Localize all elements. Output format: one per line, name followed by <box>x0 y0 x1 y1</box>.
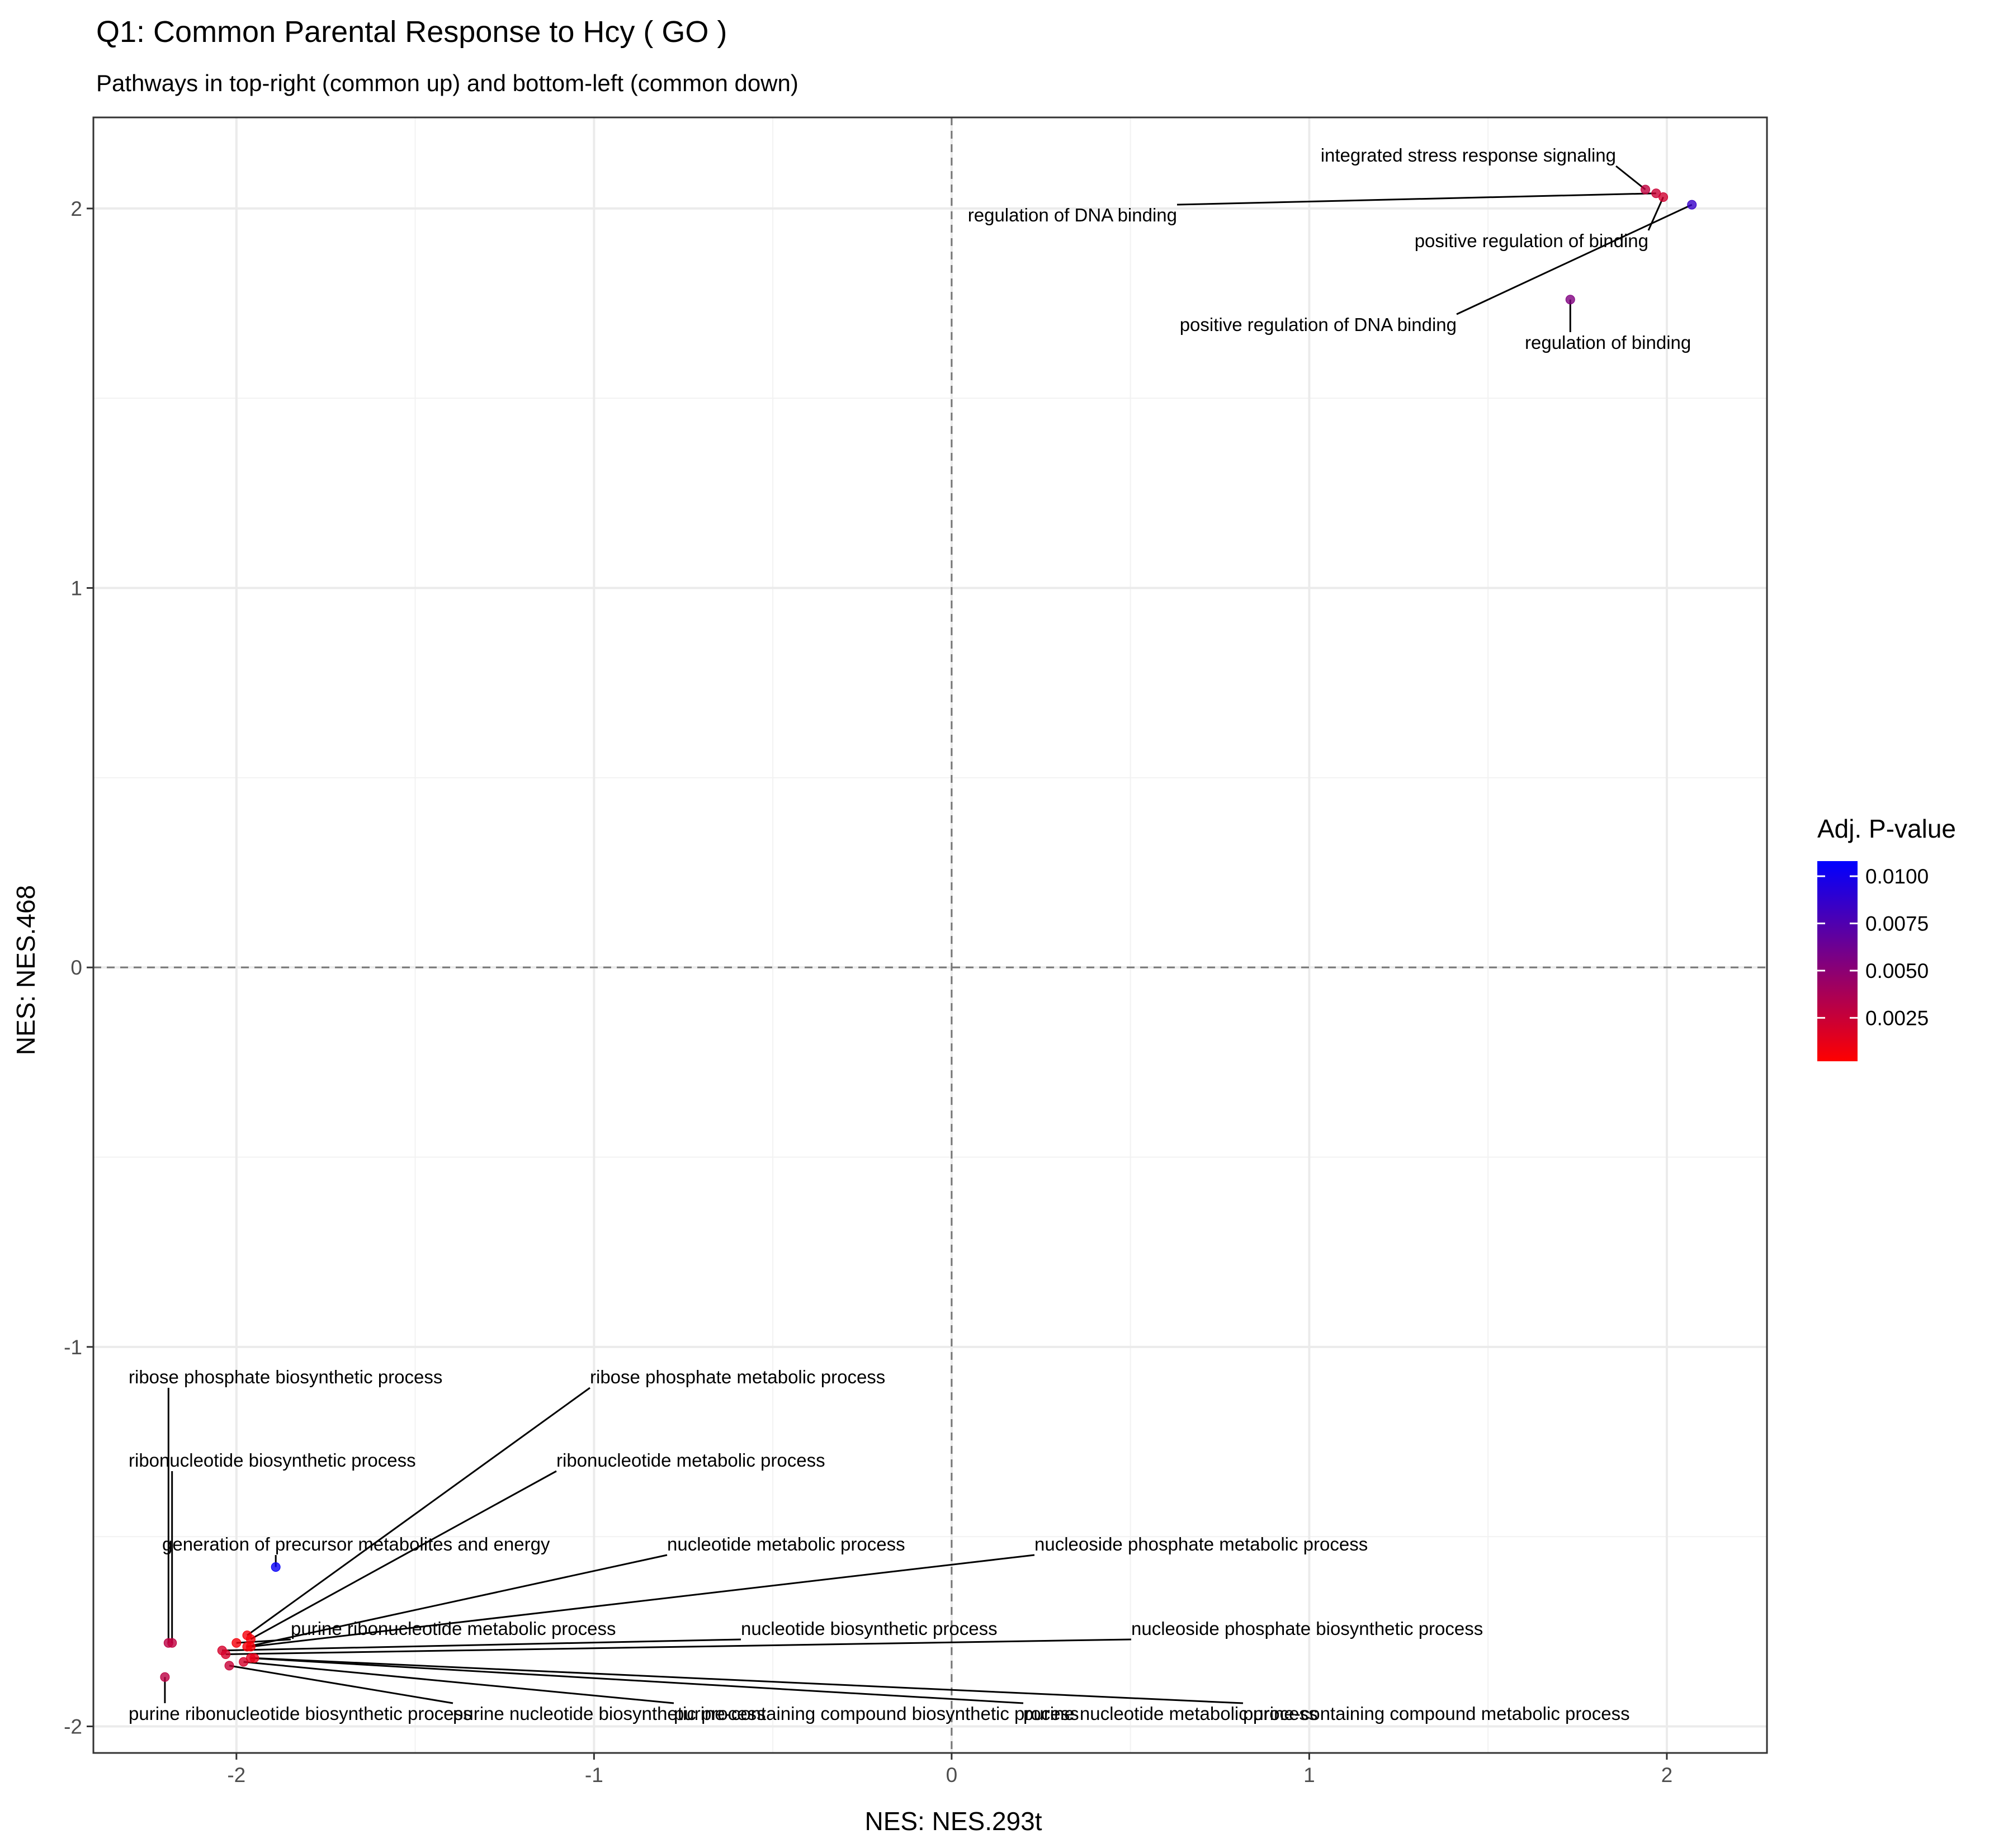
point-label: purine-containing compound metabolic pro… <box>1243 1703 1630 1724</box>
point-label: purine nucleotide metabolic process <box>1023 1703 1317 1724</box>
chart-subtitle: Pathways in top-right (common up) and bo… <box>96 70 798 96</box>
point-label: nucleoside phosphate metabolic process <box>1034 1534 1368 1554</box>
label-connector <box>222 1638 741 1652</box>
legend-tick-label: 0.0025 <box>1865 1006 1929 1029</box>
data-point <box>245 1642 256 1652</box>
data-point <box>160 1672 170 1682</box>
y-axis-title: NES: NES.468 <box>11 885 40 1055</box>
x-tick-label: -1 <box>585 1764 603 1786</box>
data-point <box>1641 185 1651 195</box>
point-label: nucleotide metabolic process <box>667 1534 905 1554</box>
label-connector <box>251 1554 1035 1648</box>
point-label: purine ribonucleotide biosynthetic proce… <box>129 1703 472 1724</box>
data-point <box>249 1653 259 1663</box>
y-tick-label: -2 <box>64 1715 82 1738</box>
point-labels: integrated stress response signaling regu… <box>129 145 1691 1724</box>
label-connector <box>247 1554 668 1648</box>
label-connector <box>225 1638 1132 1656</box>
label-connector <box>1456 204 1693 315</box>
y-tick-label: 2 <box>70 197 82 220</box>
legend-tick-label: 0.0075 <box>1865 912 1929 935</box>
label-connector <box>1647 196 1664 231</box>
label-connector <box>247 1387 590 1636</box>
point-label: purine-containing compound biosynthetic … <box>674 1703 1079 1724</box>
y-tick-label: -1 <box>64 1336 82 1359</box>
plot-border <box>92 116 1768 1754</box>
label-connector <box>1176 192 1656 206</box>
point-label: regulation of binding <box>1525 332 1691 353</box>
point-label: ribonucleotide biosynthetic process <box>129 1450 416 1471</box>
point-label: nucleotide biosynthetic process <box>741 1618 998 1639</box>
label-connector <box>1615 165 1646 191</box>
data-point <box>1565 295 1575 305</box>
x-tick-label: -2 <box>227 1764 245 1786</box>
y-tick-label: 1 <box>70 577 82 600</box>
data-point <box>271 1562 281 1572</box>
x-tick-label: 2 <box>1661 1764 1673 1786</box>
data-points <box>160 185 1697 1682</box>
x-tick-label: 0 <box>946 1764 958 1786</box>
point-label: integrated stress response signaling <box>1321 145 1616 166</box>
point-label: ribose phosphate biosynthetic process <box>129 1367 442 1387</box>
label-connector <box>254 1657 1244 1704</box>
chart-title: Q1: Common Parental Response to Hcy ( GO… <box>96 15 727 49</box>
data-point <box>167 1638 177 1648</box>
point-label: ribose phosphate metabolic process <box>590 1367 885 1387</box>
legend-color-bar <box>1817 861 1858 1061</box>
point-label: purine nucleotide biosynthetic process <box>453 1703 766 1724</box>
data-point <box>221 1650 231 1660</box>
point-label: purine ribonucleotide metabolic process <box>291 1618 616 1639</box>
plot-background <box>93 117 1767 1753</box>
legend-title: Adj. P-value <box>1817 814 1956 843</box>
plot-area: -2 -1 0 1 2 -2 -1 0 1 2 integrated stress response… <box>64 116 1768 1786</box>
label-connectors <box>164 165 1693 1704</box>
point-label: positive regulation of DNA binding <box>1180 314 1457 335</box>
label-connector <box>243 1661 674 1704</box>
label-connector <box>229 1665 453 1704</box>
data-point <box>224 1661 234 1671</box>
label-connector <box>251 1657 1024 1704</box>
legend-tick-label: 0.0050 <box>1865 960 1929 982</box>
point-label: generation of precursor metabolites and … <box>162 1534 550 1554</box>
data-point <box>1687 200 1697 210</box>
color-legend: Adj. P-value 0.0025 0.0050 0.0075 0.0100 <box>1817 814 1956 1061</box>
point-label: nucleoside phosphate biosynthetic proces… <box>1131 1618 1483 1639</box>
y-tick-label: 0 <box>70 956 82 979</box>
point-label: regulation of DNA binding <box>968 205 1177 225</box>
point-label: positive regulation of binding <box>1415 230 1648 251</box>
legend-tick-label: 0.0100 <box>1865 865 1929 888</box>
data-point <box>1658 192 1669 202</box>
label-connector <box>250 1470 557 1640</box>
point-label: ribonucleotide metabolic process <box>556 1450 825 1471</box>
x-tick-label: 1 <box>1303 1764 1315 1786</box>
x-axis-title: NES: NES.293t <box>864 1807 1042 1836</box>
data-point <box>231 1638 242 1648</box>
